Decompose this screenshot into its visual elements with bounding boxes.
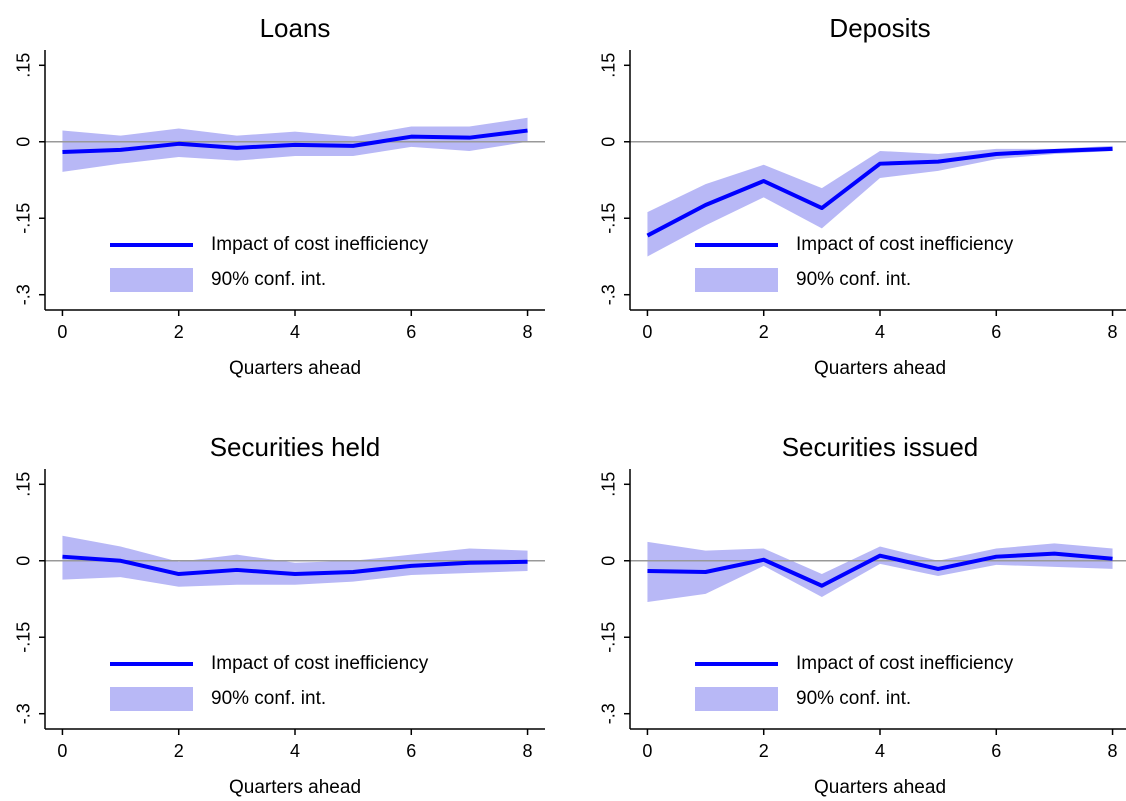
- x-axis-label: Quarters ahead: [814, 358, 946, 379]
- legend-label: 90% conf. int.: [796, 269, 911, 290]
- y-tick-label: -.15: [599, 622, 619, 653]
- x-tick-label: 4: [875, 741, 885, 761]
- y-tick-label: -.15: [14, 622, 34, 653]
- x-tick-label: 4: [875, 322, 885, 342]
- x-axis-label: Quarters ahead: [229, 358, 361, 379]
- legend-label: Impact of cost inefficiency: [211, 234, 429, 255]
- y-tick-label: -.3: [599, 284, 619, 305]
- panel-title: Securities held: [210, 432, 381, 462]
- x-tick-label: 4: [290, 741, 300, 761]
- line: [646, 146, 1113, 238]
- x-tick-label: 8: [1108, 322, 1118, 342]
- x-tick-label: 2: [759, 741, 769, 761]
- x-tick-label: 8: [1108, 741, 1118, 761]
- x-tick-label: 6: [406, 322, 416, 342]
- legend-label: 90% conf. int.: [796, 688, 911, 709]
- x-tick-label: 0: [57, 741, 67, 761]
- line: [62, 128, 528, 154]
- legend-label: Impact of cost inefficiency: [796, 234, 1014, 255]
- x-tick-label: 6: [406, 741, 416, 761]
- x-tick-label: 2: [759, 322, 769, 342]
- y-tick-label: -.3: [14, 284, 34, 305]
- x-tick-label: 6: [991, 322, 1001, 342]
- panel-title: Deposits: [829, 13, 930, 43]
- y-tick-label: 0: [14, 137, 34, 147]
- legend-swatch: [695, 268, 778, 292]
- line: [62, 554, 528, 577]
- legend-label: 90% conf. int.: [211, 269, 326, 290]
- x-axis-label: Quarters ahead: [229, 777, 361, 798]
- legend-swatch: [695, 687, 778, 711]
- legend-label: Impact of cost inefficiency: [211, 653, 429, 674]
- x-tick-label: 0: [57, 322, 67, 342]
- x-tick-label: 6: [991, 741, 1001, 761]
- legend-label: 90% conf. int.: [211, 688, 326, 709]
- y-tick-label: 0: [14, 556, 34, 566]
- y-tick-label: -.15: [599, 203, 619, 234]
- x-tick-label: 8: [523, 322, 533, 342]
- panel-title: Securities issued: [782, 432, 979, 462]
- x-axis-label: Quarters ahead: [814, 777, 946, 798]
- y-tick-label: -.15: [14, 203, 34, 234]
- x-tick-label: 0: [642, 322, 652, 342]
- y-tick-label: 0: [599, 556, 619, 566]
- confidence-band: [647, 145, 1113, 257]
- y-tick-label: .15: [599, 472, 619, 497]
- y-tick-label: -.3: [14, 703, 34, 724]
- legend-swatch: [110, 268, 193, 292]
- y-tick-label: .15: [14, 472, 34, 497]
- y-tick-label: .15: [14, 53, 34, 78]
- y-tick-label: -.3: [599, 703, 619, 724]
- confidence-band: [647, 541, 1113, 603]
- panel-title: Loans: [260, 13, 331, 43]
- x-tick-label: 0: [642, 741, 652, 761]
- x-tick-label: 8: [523, 741, 533, 761]
- x-tick-label: 2: [174, 322, 184, 342]
- legend-swatch: [110, 687, 193, 711]
- y-tick-label: .15: [599, 53, 619, 78]
- y-tick-label: 0: [599, 137, 619, 147]
- legend-label: Impact of cost inefficiency: [796, 653, 1014, 674]
- x-tick-label: 2: [174, 741, 184, 761]
- line: [647, 551, 1113, 588]
- x-tick-label: 4: [290, 322, 300, 342]
